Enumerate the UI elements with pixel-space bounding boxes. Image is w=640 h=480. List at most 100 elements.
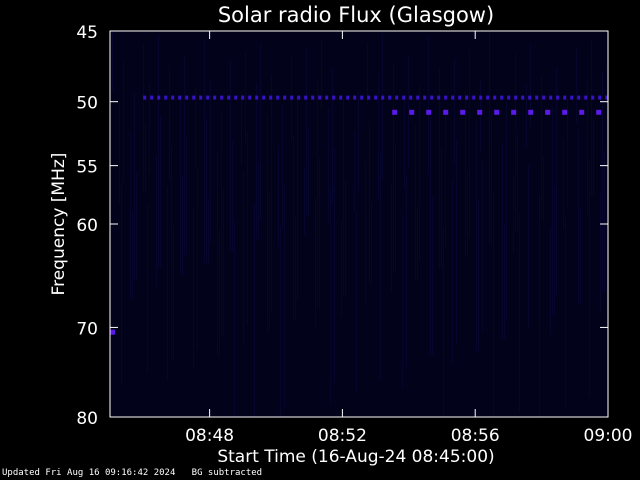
noise-streak bbox=[565, 218, 566, 409]
noise-streak bbox=[184, 57, 185, 255]
emission-mark bbox=[598, 95, 602, 100]
emission-mark bbox=[192, 95, 196, 100]
x-tick-label: 08:52 bbox=[318, 426, 367, 446]
noise-streak bbox=[395, 144, 396, 273]
emission-mark bbox=[164, 95, 168, 100]
emission-mark bbox=[395, 95, 399, 100]
noise-streak bbox=[230, 61, 231, 251]
emission-mark bbox=[325, 95, 329, 100]
emission-mark bbox=[374, 95, 378, 100]
noise-streak bbox=[328, 109, 329, 223]
emission-mark bbox=[276, 95, 280, 100]
noise-streak bbox=[482, 161, 483, 331]
noise-streak bbox=[132, 213, 133, 299]
emission-mark bbox=[332, 95, 336, 100]
emission-mark bbox=[451, 95, 455, 100]
noise-streak bbox=[145, 124, 146, 193]
noise-streak bbox=[493, 192, 494, 417]
noise-streak bbox=[306, 47, 307, 215]
noise-streak bbox=[371, 202, 372, 285]
emission-mark bbox=[458, 95, 462, 100]
noise-streak bbox=[393, 64, 394, 273]
processing-note: BG subtracted bbox=[191, 468, 263, 478]
noise-streak bbox=[439, 68, 440, 269]
noise-streak bbox=[345, 180, 346, 297]
emission-mark bbox=[409, 109, 415, 115]
noise-streak bbox=[182, 177, 183, 275]
y-tick-label: 50 bbox=[76, 94, 98, 114]
noise-streak bbox=[578, 129, 579, 303]
noise-streak bbox=[254, 203, 255, 417]
noise-streak bbox=[365, 162, 366, 305]
noise-streak bbox=[550, 227, 551, 335]
noise-streak bbox=[282, 105, 283, 227]
noise-streak bbox=[415, 126, 416, 281]
emission-mark bbox=[472, 95, 476, 100]
noise-streak bbox=[334, 149, 335, 383]
emission-mark bbox=[579, 109, 585, 115]
emission-mark bbox=[171, 95, 175, 100]
emission-mark bbox=[507, 95, 511, 100]
noise-streak bbox=[513, 174, 514, 253]
noise-streak bbox=[180, 97, 181, 275]
emission-mark bbox=[549, 95, 553, 100]
noise-streak bbox=[378, 73, 379, 199]
noise-streak bbox=[308, 127, 309, 215]
noise-streak bbox=[256, 83, 257, 239]
noise-streak bbox=[317, 78, 318, 309]
noise-streak bbox=[284, 185, 285, 407]
noise-streak bbox=[260, 43, 261, 219]
noise-streak bbox=[278, 145, 279, 247]
noise-streak bbox=[234, 221, 235, 417]
emission-mark bbox=[143, 95, 147, 100]
y-tick-label: 80 bbox=[76, 409, 98, 429]
emission-mark bbox=[584, 95, 588, 100]
noise-streak bbox=[241, 92, 242, 165]
emission-mark bbox=[563, 95, 567, 100]
noise-streak bbox=[515, 54, 516, 233]
noise-streak bbox=[367, 42, 368, 105]
noise-streak bbox=[506, 103, 507, 319]
noise-streak bbox=[456, 139, 457, 343]
noise-streak bbox=[269, 194, 270, 333]
noise-streak bbox=[417, 206, 418, 281]
noise-streak bbox=[406, 175, 407, 367]
noise-streak bbox=[478, 201, 479, 351]
noise-streak bbox=[526, 85, 527, 147]
noise-streak bbox=[149, 84, 150, 173]
noise-streak bbox=[119, 102, 120, 205]
x-tick-label: 08:56 bbox=[451, 426, 500, 446]
emission-mark bbox=[255, 95, 259, 100]
noise-streak bbox=[295, 216, 296, 321]
emission-mark bbox=[479, 95, 483, 100]
noise-streak bbox=[156, 155, 157, 287]
emission-mark bbox=[423, 95, 427, 100]
noise-streak bbox=[604, 151, 605, 291]
noise-streak bbox=[167, 186, 168, 381]
emission-mark bbox=[262, 95, 266, 100]
emission-mark bbox=[437, 95, 441, 100]
noise-streak bbox=[245, 52, 246, 145]
emission-mark bbox=[416, 95, 420, 100]
noise-streak bbox=[247, 132, 248, 325]
noise-streak bbox=[243, 172, 244, 345]
noise-streak bbox=[221, 110, 222, 337]
noise-streak bbox=[430, 117, 431, 355]
noise-streak bbox=[593, 120, 594, 197]
x-axis: 08:48 08:52 08:56 09:00 bbox=[185, 31, 633, 446]
noise-streak bbox=[502, 143, 503, 339]
noise-streak bbox=[186, 137, 187, 255]
noise-streak bbox=[356, 211, 357, 391]
emission-mark bbox=[381, 95, 385, 100]
noise-streak bbox=[208, 199, 209, 263]
background-streaks bbox=[112, 31, 605, 417]
noise-streak bbox=[528, 165, 529, 327]
x-tick-label: 08:48 bbox=[185, 426, 234, 446]
emission-mark bbox=[220, 95, 224, 100]
emission-mark bbox=[185, 95, 189, 100]
noise-streak bbox=[530, 45, 531, 127]
noise-streak bbox=[280, 225, 281, 417]
y-tick-label: 55 bbox=[76, 158, 98, 178]
emission-mark bbox=[110, 329, 115, 335]
noise-streak bbox=[454, 59, 455, 163]
